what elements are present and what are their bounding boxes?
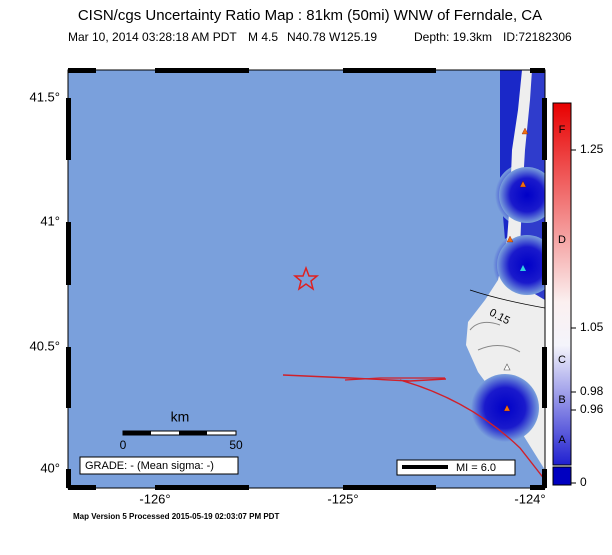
frame-bar [542, 347, 547, 408]
frame-bar [530, 485, 545, 490]
scale-title: km [171, 409, 190, 425]
colorbar: F D C B A 1.25 1.05 0.98 0.96 0 [552, 102, 604, 489]
river [469, 321, 521, 353]
fault [344, 377, 445, 381]
lat-label: 41.5° [29, 89, 60, 104]
colorbar-label: 0.98 [580, 384, 604, 398]
station [503, 363, 511, 371]
fault [282, 374, 545, 481]
map: 0.15 [68, 70, 545, 488]
lon-label: -126° [139, 491, 170, 506]
frame-bar [542, 469, 547, 488]
lat-label: 41° [40, 213, 60, 228]
colorbar-label: 0.96 [580, 402, 604, 416]
frame-bar [66, 347, 71, 408]
station [521, 127, 529, 135]
frame-bar [343, 68, 436, 73]
frame-bar [66, 222, 71, 285]
frame-bar [155, 485, 249, 490]
colorbar-letter: C [558, 354, 566, 366]
colorbar-letter: A [558, 434, 566, 446]
colorbar-letter: D [558, 234, 566, 246]
scale-label: 0 [120, 438, 127, 452]
lat-label: 40° [40, 460, 60, 475]
grade-box [79, 456, 239, 475]
contour [469, 289, 545, 309]
colorbar-gradient [552, 102, 572, 466]
station [520, 265, 526, 271]
title: CISN/cgs Uncertainty Ratio Map : 81km (5… [78, 7, 542, 24]
footer: Map Version 5 Processed 2015-05-19 02:03… [73, 512, 279, 521]
station [503, 404, 511, 412]
subtitle-field: Mar 10, 2014 03:28:18 AM PDT [68, 30, 237, 44]
ocean [68, 70, 545, 488]
lon-label: -124° [514, 491, 545, 506]
frame-bar [155, 68, 249, 73]
uncertainty-zone [497, 235, 545, 295]
colorbar-letter: F [559, 124, 566, 136]
subtitle-field: Depth: 19.3km [414, 30, 492, 44]
colorbar-label: 1.05 [580, 320, 604, 334]
grade: GRADE: - (Mean sigma: -) [85, 460, 214, 472]
frame-bar [68, 485, 96, 490]
scale-bar-rect [179, 431, 207, 435]
frame-bar [66, 469, 71, 488]
subtitle-field: ID:72182306 [503, 30, 572, 44]
colorbar-floor [552, 466, 572, 486]
subtitle-field: M 4.5 [248, 30, 278, 44]
station [519, 180, 527, 188]
frame-bar [343, 485, 436, 490]
colorbar-label: 0 [580, 475, 587, 489]
scale-label: 50 [229, 438, 243, 452]
frame-bar [542, 222, 547, 285]
station [506, 235, 514, 243]
colorbar-letter: B [558, 394, 565, 406]
lat-label: 40.5° [29, 338, 60, 353]
lon-label: -125° [327, 491, 358, 506]
legend-label: MI = 6.0 [456, 462, 496, 474]
scale-bar: km 0 50 [120, 409, 243, 452]
uncertainty-zone [471, 374, 539, 442]
scale-bar-rect [123, 431, 151, 435]
frame-bar [530, 68, 545, 73]
frame-bar [68, 68, 96, 73]
legend-box [396, 459, 516, 476]
frame-bar [66, 98, 71, 160]
subtitle-field: N40.78 W125.19 [287, 30, 377, 44]
colorbar-label: 1.25 [580, 142, 604, 156]
frame-bar [542, 98, 547, 160]
uncertainty-zone [499, 167, 545, 223]
epicenter [292, 265, 320, 291]
